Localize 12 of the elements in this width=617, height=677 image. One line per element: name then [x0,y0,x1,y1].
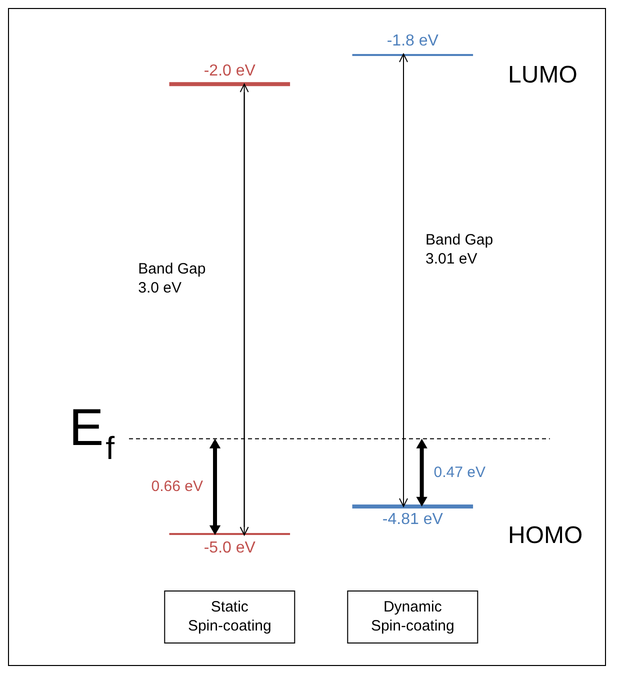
text: Band Gap 3.01 eV [426,231,494,268]
data-label: -2.0 eV [204,62,256,80]
text: HOMO [508,522,583,550]
data-label: -5.0 eV [204,539,256,556]
category-label: Static Spin-coating [188,598,272,635]
text: LUMO [508,62,578,89]
text: 0.47 eV [434,464,486,481]
text: 0.66 eV [151,478,204,496]
data-label: -4.81 eV [382,510,444,528]
category-label: Dynamic Spin-coating [370,598,454,635]
data-label: -1.8 eV [386,32,439,50]
text: Band Gap 3.0 eV [138,260,206,297]
